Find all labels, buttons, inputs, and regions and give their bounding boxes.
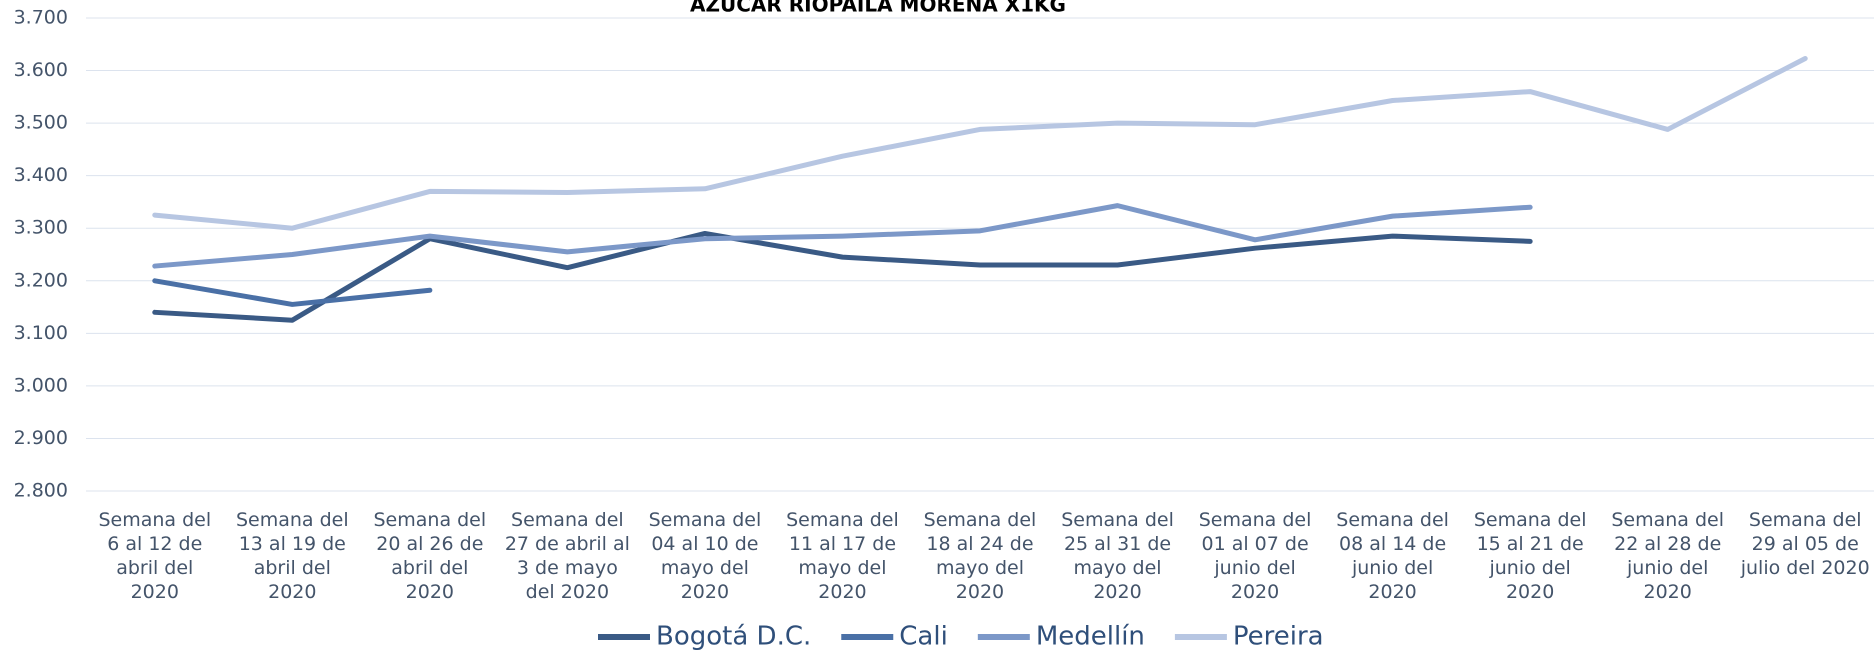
x-tick-label: Semana del 29 al 05 de julio del 2020 [1740, 509, 1870, 579]
series-line [152, 230, 1533, 323]
x-tick-label: Semana del 6 al 12 de abril del 2020 [98, 509, 212, 603]
chart-title: AZÚCAR RIOPAILA MORENA X1KG [690, 0, 1066, 17]
x-tick-label: Semana del 27 de abril al 3 de mayo del … [504, 509, 630, 603]
x-tick-label: Semana del 15 al 21 de junio del 2020 [1473, 509, 1587, 603]
y-tick-label: 2.900 [14, 427, 68, 449]
x-tick-label: Semana del 22 al 28 de junio del 2020 [1611, 509, 1725, 603]
x-tick-label: Semana del 18 al 24 de mayo del 2020 [923, 509, 1037, 603]
y-tick-label: 3.500 [14, 112, 68, 134]
y-tick-label: 3.700 [14, 7, 68, 29]
x-tick-label: Semana del 13 al 19 de abril del 2020 [235, 509, 349, 603]
series-line [152, 203, 1533, 269]
legend-label: Medellín [1036, 622, 1145, 652]
y-tick-label: 3.600 [14, 59, 68, 81]
x-tick-label: Semana del 20 al 26 de abril del 2020 [373, 509, 487, 603]
y-tick-label: 3.000 [14, 374, 68, 396]
x-tick-label: Semana del 08 al 14 de junio del 2020 [1336, 509, 1449, 603]
y-tick-label: 3.300 [14, 217, 68, 239]
y-tick-label: 3.200 [14, 269, 68, 291]
series-line [152, 55, 1808, 231]
y-tick-label: 3.100 [14, 322, 68, 344]
legend-label: Bogotá D.C. [656, 622, 811, 652]
y-tick-label: 2.800 [14, 480, 68, 502]
legend-label: Cali [899, 622, 948, 652]
x-tick-label: Semana del 04 al 10 de mayo del 2020 [648, 509, 762, 603]
y-tick-label: 3.400 [14, 164, 68, 186]
x-tick-label: Semana del 11 al 17 de mayo del 2020 [786, 509, 899, 603]
x-tick-label: Semana del 01 al 07 de junio del 2020 [1198, 509, 1312, 603]
series-line [152, 278, 433, 307]
x-tick-label: Semana del 25 al 31 de mayo del 2020 [1061, 509, 1174, 603]
legend-label: Pereira [1233, 622, 1324, 652]
